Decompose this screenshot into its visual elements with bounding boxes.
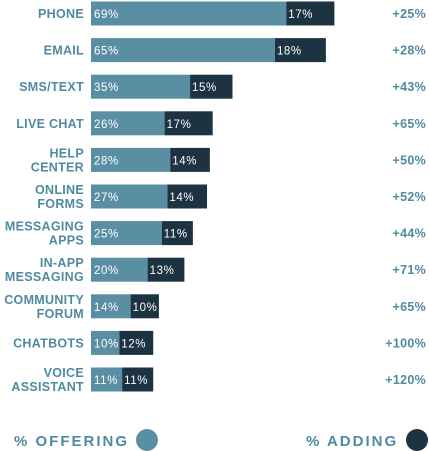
category-label: EMAIL — [44, 44, 84, 58]
growth-label: +50% — [392, 153, 426, 167]
bar-offering — [91, 221, 162, 246]
bar-adding — [274, 38, 326, 63]
bar-offering-value: 26% — [94, 119, 119, 131]
bar-offering — [91, 367, 123, 392]
category-label-line: HELP — [49, 146, 84, 160]
legend-offering-label: % OFFERING — [14, 433, 129, 450]
growth-label: +100% — [385, 336, 426, 350]
bar-adding — [119, 330, 154, 355]
bar-offering — [91, 147, 171, 172]
growth-label: +52% — [392, 190, 426, 204]
bar-offering-value: 10% — [94, 338, 119, 350]
bar-adding — [161, 221, 193, 246]
bar-adding-value: 12% — [121, 338, 146, 350]
bar-offering — [91, 184, 168, 209]
bar-adding — [167, 184, 208, 209]
growth-label: +28% — [392, 44, 426, 58]
category-label: LIVE CHAT — [16, 117, 84, 131]
legend: % OFFERING % ADDING — [14, 429, 428, 451]
category-label-line: LIVE CHAT — [16, 117, 84, 131]
bar-offering-value: 28% — [94, 155, 119, 167]
growth-label: +44% — [392, 227, 426, 241]
growth-label: +71% — [392, 263, 426, 277]
bar-adding-value: 13% — [150, 265, 175, 277]
category-label-line: VOICE — [44, 366, 84, 380]
bar-adding — [170, 147, 210, 172]
category-label: CHATBOTS — [13, 336, 84, 350]
bar-adding-value: 14% — [169, 192, 194, 204]
bar-adding-value: 11% — [164, 229, 188, 241]
category-label-line: CENTER — [31, 160, 84, 174]
category-label: MESSAGING APPS — [5, 220, 84, 248]
bar-offering — [91, 294, 131, 319]
growth-label: +43% — [392, 80, 426, 94]
bar-adding-value: 14% — [172, 155, 197, 167]
category-label-line: CHATBOTS — [13, 336, 84, 350]
bars-group: PHONE 69% 17% +25% EMAIL 65% 18% +28% SMS/TEXT 35… — [4, 1, 426, 394]
bar-offering — [91, 257, 148, 282]
bar-adding-value: 17% — [167, 119, 192, 131]
bar-adding-value: 15% — [192, 82, 217, 94]
bar-adding — [286, 1, 335, 26]
category-label-line: PHONE — [38, 7, 84, 21]
category-label: COMMUNITY FORUM — [4, 293, 84, 321]
category-label-line: COMMUNITY — [4, 293, 84, 307]
bar-offering-value: 65% — [94, 46, 119, 58]
bar-offering-value: 27% — [94, 192, 119, 204]
bar-offering — [91, 1, 287, 26]
growth-label: +120% — [385, 373, 426, 387]
category-label-line: FORUM — [37, 307, 84, 321]
category-label-line: MESSAGING — [5, 270, 84, 284]
bar-adding-value: 11% — [124, 375, 148, 387]
category-label: IN-APP MESSAGING — [5, 256, 84, 284]
legend-offering-swatch — [136, 429, 158, 451]
bar-adding — [147, 257, 185, 282]
category-label: ONLINE FORMS — [35, 183, 84, 211]
category-label-line: APPS — [49, 234, 84, 248]
category-label-line: ONLINE — [35, 183, 84, 197]
category-label-line: MESSAGING — [5, 220, 84, 234]
bar-offering-value: 14% — [94, 302, 119, 314]
category-label-line: FORMS — [37, 197, 84, 211]
bar-offering-value: 35% — [94, 82, 119, 94]
category-label-line: SMS/TEXT — [19, 80, 84, 94]
growth-label: +65% — [392, 117, 426, 131]
bar-offering — [91, 74, 191, 99]
bar-offering-value: 25% — [94, 229, 119, 241]
category-label: VOICE ASSISTANT — [11, 366, 84, 394]
growth-label: +65% — [392, 300, 426, 314]
bar-offering — [91, 111, 165, 136]
bar-adding-value: 17% — [288, 9, 313, 21]
category-label: HELP CENTER — [31, 146, 84, 174]
category-label: SMS/TEXT — [19, 80, 84, 94]
category-label-line: EMAIL — [44, 44, 84, 58]
bar-adding — [164, 111, 213, 136]
bar-adding-value: 10% — [133, 302, 158, 314]
bar-adding — [190, 74, 233, 99]
bar-adding — [130, 294, 159, 319]
category-label-line: IN-APP — [40, 256, 84, 270]
bar-adding — [122, 367, 154, 392]
bar-offering — [91, 38, 275, 63]
category-label: PHONE — [38, 7, 84, 21]
bar-offering — [91, 330, 120, 355]
bar-offering-value: 11% — [94, 375, 118, 387]
legend-adding-swatch — [406, 429, 428, 451]
legend-adding-label: % ADDING — [306, 433, 398, 450]
category-label-line: ASSISTANT — [11, 380, 84, 394]
bar-offering-value: 69% — [94, 9, 119, 21]
bar-offering-value: 20% — [94, 265, 119, 277]
bar-adding-value: 18% — [277, 46, 302, 58]
growth-label: +25% — [392, 7, 426, 21]
